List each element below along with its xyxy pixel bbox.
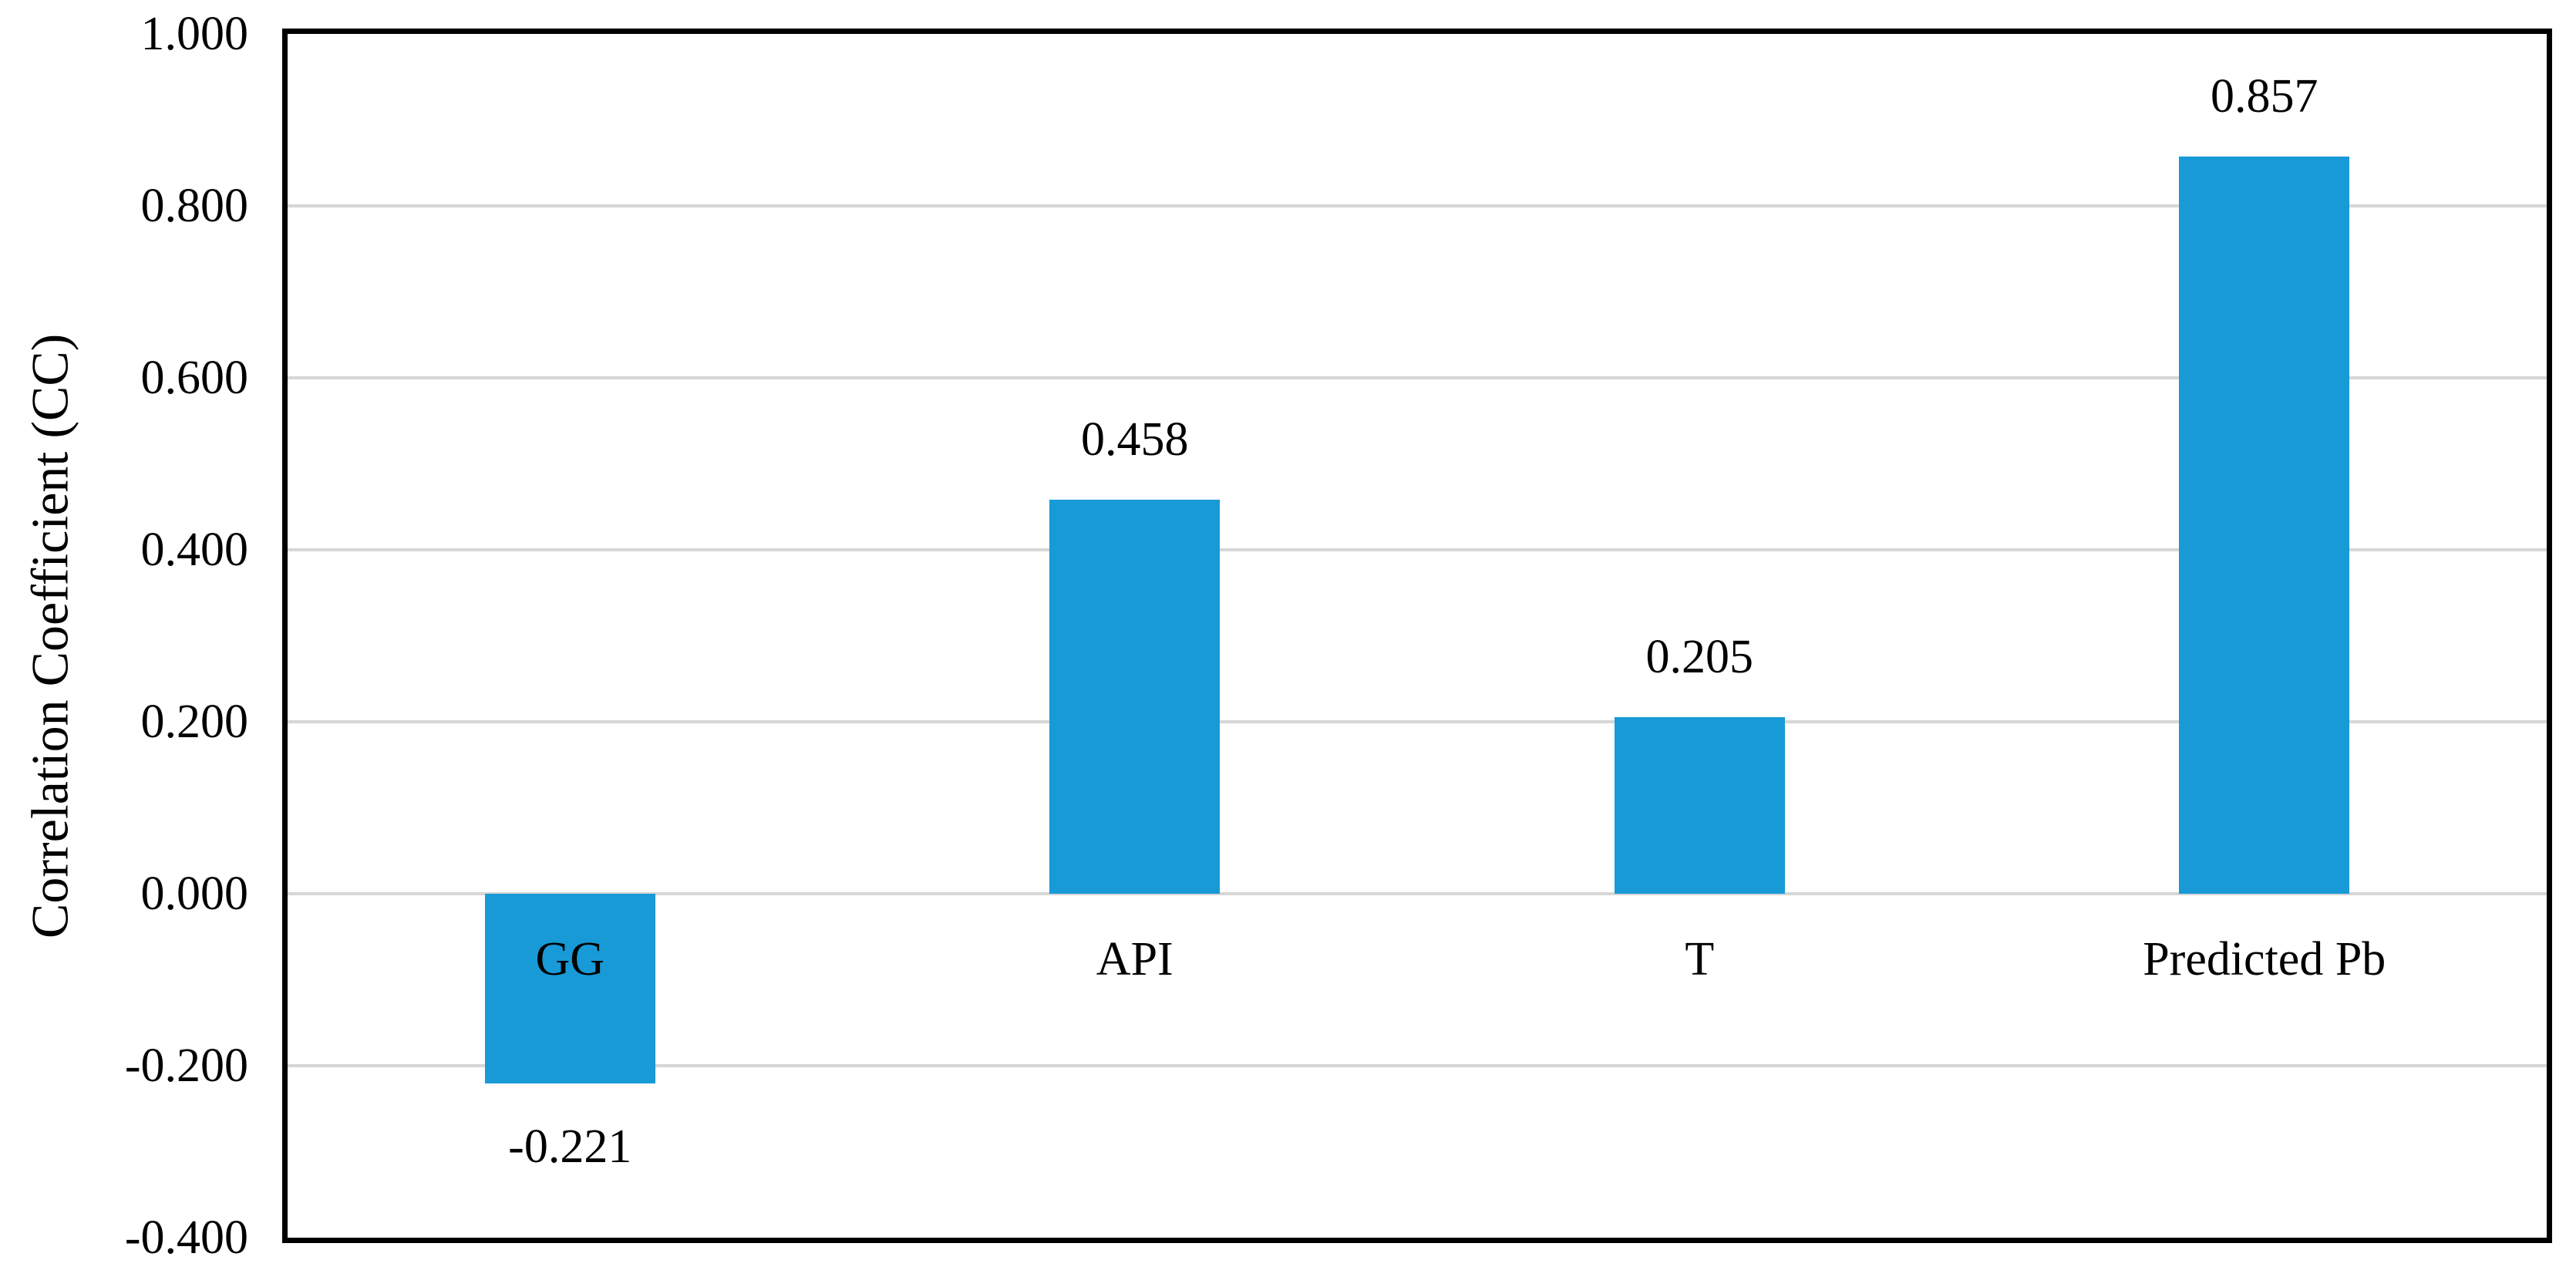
y-axis-tick-label: 0.000 xyxy=(140,868,249,920)
y-axis-tick-labels: 1.000 0.800 0.600 0.400 0.200 0.000 -0.200 -0.4… xyxy=(0,0,248,1277)
data-label: 0.857 xyxy=(2211,70,2318,123)
data-label: -0.221 xyxy=(508,1120,632,1174)
gridline xyxy=(288,1064,2547,1067)
gridline xyxy=(288,892,2547,895)
y-axis-tick-label: -0.400 xyxy=(124,1211,248,1264)
bar-gg xyxy=(484,894,655,1084)
y-axis-tick-label: 1.000 xyxy=(140,8,249,60)
y-axis-tick-label: 0.400 xyxy=(140,524,249,576)
bar-slot: 0.857 Predicted Pb xyxy=(1982,34,2547,1238)
gridline xyxy=(288,204,2547,207)
category-label: T xyxy=(1685,933,1715,986)
gridline xyxy=(288,720,2547,723)
y-axis-tick-label: 0.200 xyxy=(140,696,249,748)
bar-slot: 0.458 API xyxy=(853,34,1418,1238)
bar-slot: 0.205 T xyxy=(1417,34,1982,1238)
y-axis-tick-label: 0.600 xyxy=(140,352,249,404)
bar-slot: -0.221 GG xyxy=(288,34,853,1238)
y-axis-tick-label: -0.200 xyxy=(124,1039,248,1092)
plot-area: -0.221 GG 0.458 API 0.205 T 0.857 Predicted Pb xyxy=(282,29,2552,1243)
category-label: Predicted Pb xyxy=(2143,933,2386,986)
gridline xyxy=(288,376,2547,379)
bar-api xyxy=(1049,500,1221,894)
data-label: 0.458 xyxy=(1081,413,1189,467)
category-label: GG xyxy=(535,933,605,986)
data-label: 0.205 xyxy=(1645,631,1754,684)
bar-t xyxy=(1614,717,1785,894)
gridline xyxy=(288,548,2547,551)
bar-predicted-pb xyxy=(2179,157,2350,894)
category-label: API xyxy=(1096,933,1174,986)
y-axis-tick-label: 0.800 xyxy=(140,180,249,232)
